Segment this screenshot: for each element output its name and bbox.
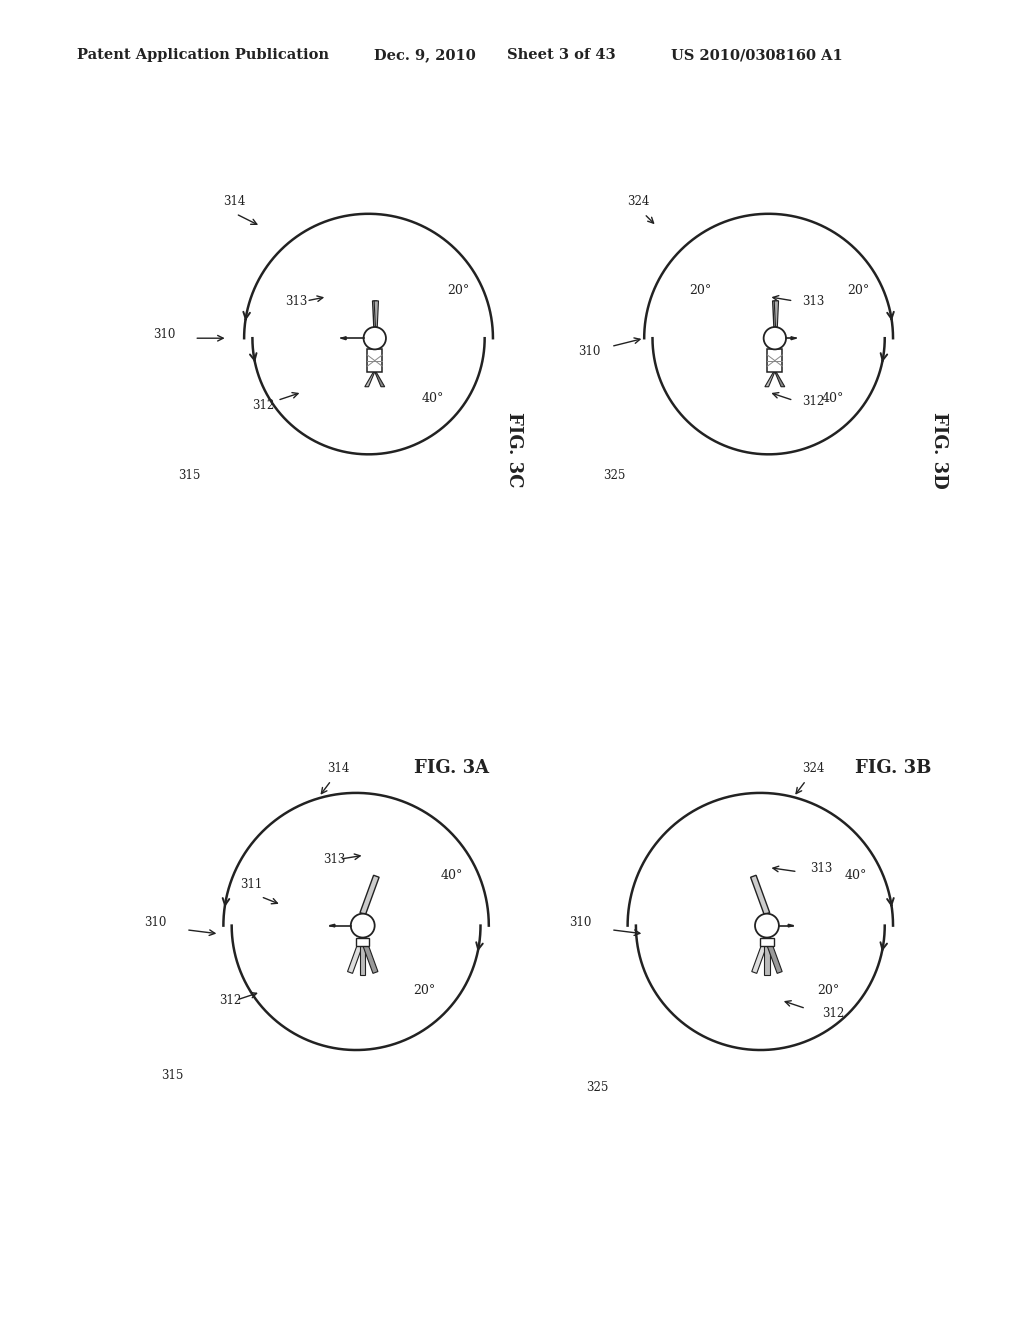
Text: 20°: 20° <box>414 983 435 997</box>
Text: 310: 310 <box>153 329 175 341</box>
Text: FIG. 3A: FIG. 3A <box>414 759 489 777</box>
Text: 314: 314 <box>327 762 349 775</box>
Text: 40°: 40° <box>845 869 867 882</box>
Text: 313: 313 <box>810 862 833 875</box>
Text: Sheet 3 of 43: Sheet 3 of 43 <box>507 49 615 62</box>
Polygon shape <box>765 372 775 387</box>
Text: 324: 324 <box>802 762 824 775</box>
Text: US 2010/0308160 A1: US 2010/0308160 A1 <box>671 49 843 62</box>
Bar <box>767 350 782 372</box>
Text: Dec. 9, 2010: Dec. 9, 2010 <box>374 49 475 62</box>
Polygon shape <box>365 372 375 387</box>
Text: FIG. 3B: FIG. 3B <box>855 759 931 777</box>
Polygon shape <box>374 301 379 327</box>
Text: 313: 313 <box>323 854 345 866</box>
Bar <box>760 937 773 945</box>
Text: 325: 325 <box>586 1081 608 1094</box>
Polygon shape <box>360 937 378 973</box>
Polygon shape <box>765 937 782 973</box>
Polygon shape <box>774 301 778 327</box>
Bar <box>356 937 370 945</box>
Bar <box>368 350 382 372</box>
Text: 312: 312 <box>802 395 824 408</box>
Text: 312: 312 <box>822 1007 845 1020</box>
Polygon shape <box>773 301 777 327</box>
Polygon shape <box>751 875 770 915</box>
Polygon shape <box>373 301 377 327</box>
Circle shape <box>764 327 786 350</box>
Text: 40°: 40° <box>440 869 463 882</box>
Text: 20°: 20° <box>689 284 712 297</box>
Text: 40°: 40° <box>421 392 443 405</box>
Circle shape <box>364 327 386 350</box>
Polygon shape <box>360 875 379 915</box>
Text: Patent Application Publication: Patent Application Publication <box>77 49 329 62</box>
Text: 315: 315 <box>161 1069 183 1082</box>
Polygon shape <box>788 924 794 927</box>
Text: 310: 310 <box>144 916 167 928</box>
Text: 324: 324 <box>628 195 650 209</box>
Text: 312: 312 <box>219 994 242 1007</box>
Text: 313: 313 <box>286 296 308 308</box>
Polygon shape <box>752 937 769 973</box>
Polygon shape <box>375 372 385 387</box>
Polygon shape <box>791 337 796 339</box>
Text: 311: 311 <box>240 878 262 891</box>
Circle shape <box>351 913 375 937</box>
Polygon shape <box>360 937 366 974</box>
Text: 310: 310 <box>578 345 600 358</box>
Text: 310: 310 <box>569 916 592 928</box>
Polygon shape <box>764 937 770 974</box>
Polygon shape <box>341 337 346 339</box>
Text: 315: 315 <box>178 469 200 482</box>
Text: 312: 312 <box>252 399 274 412</box>
Text: 325: 325 <box>603 469 625 482</box>
Text: 314: 314 <box>223 195 246 209</box>
Text: 20°: 20° <box>447 284 469 297</box>
Polygon shape <box>347 937 366 973</box>
Text: 20°: 20° <box>847 284 869 297</box>
Circle shape <box>755 913 779 937</box>
Text: FIG. 3C: FIG. 3C <box>505 412 522 488</box>
Text: FIG. 3D: FIG. 3D <box>930 412 947 488</box>
Polygon shape <box>330 924 335 927</box>
Text: 40°: 40° <box>821 392 844 405</box>
Polygon shape <box>775 372 784 387</box>
Text: 313: 313 <box>802 296 824 308</box>
Text: 20°: 20° <box>817 983 840 997</box>
